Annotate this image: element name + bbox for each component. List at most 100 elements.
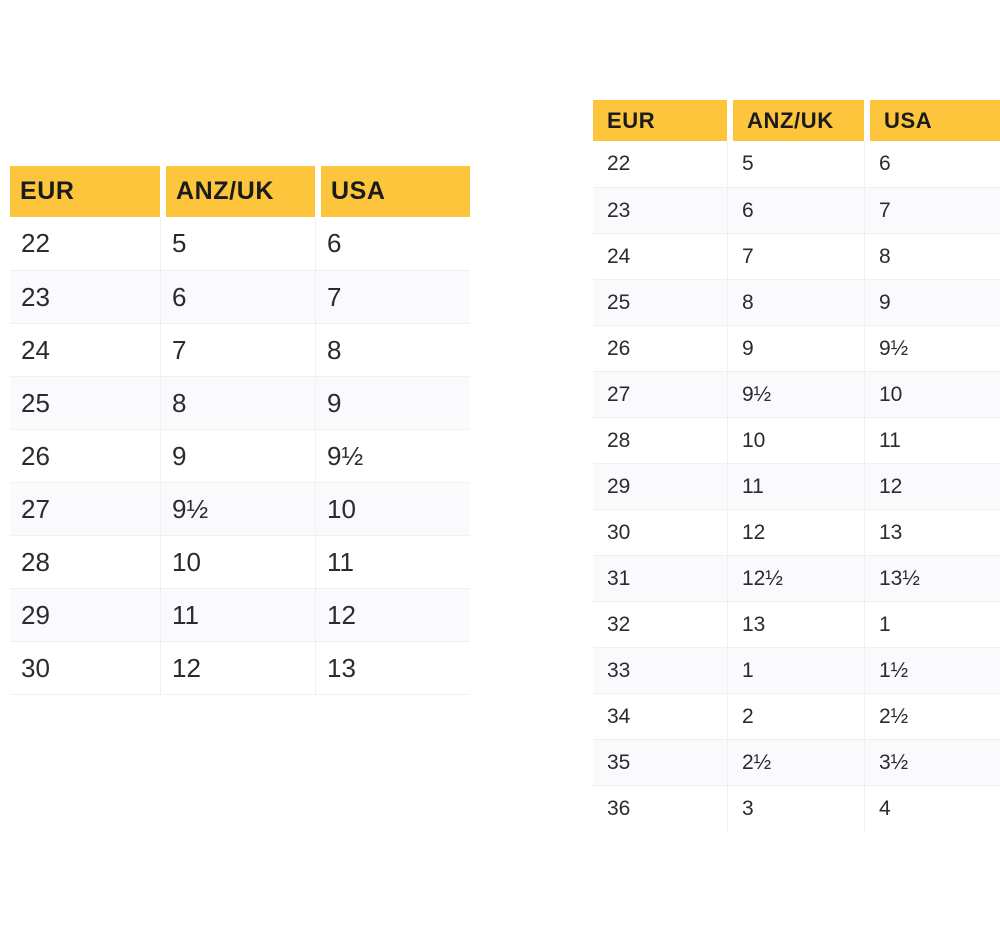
table-cell: 7 (727, 234, 864, 279)
table-row: 28 10 11 (10, 535, 470, 588)
table-cell: 9 (864, 280, 1000, 325)
table-cell: 10 (864, 372, 1000, 417)
table-cell: 23 (607, 198, 631, 222)
table-cell: 29 (607, 474, 631, 498)
table-cell: 9 (160, 430, 315, 482)
table-cell: 23 (21, 281, 50, 312)
table-cell: 22 (21, 228, 50, 258)
table-cell: 10 (315, 483, 470, 535)
table-row: 28 10 11 (593, 417, 1000, 463)
table-cell: 9 (315, 377, 470, 429)
table-cell: 34 (607, 704, 631, 728)
table-cell: 30 (21, 652, 50, 683)
table-cell: 12 (727, 510, 864, 555)
table-cell: 11 (864, 418, 1000, 463)
table-header-row: EUR ANZ/UK USA (10, 166, 470, 217)
table-cell: 9½ (727, 372, 864, 417)
table-cell: 8 (315, 324, 470, 376)
table-cell: 12 (315, 589, 470, 641)
table-row: 33 1 1½ (593, 647, 1000, 693)
table-cell: 35 (607, 750, 631, 774)
table-row: 26 9 9½ (10, 429, 470, 482)
table-row: 35 2½ 3½ (593, 739, 1000, 785)
table-cell: 7 (315, 271, 470, 323)
column-header-anz-uk: ANZ/UK (160, 166, 315, 217)
table-cell: 31 (607, 566, 631, 590)
table-cell: 2 (727, 694, 864, 739)
table-row: 24 7 8 (10, 323, 470, 376)
table-cell: 9½ (864, 326, 1000, 371)
table-cell: 13 (864, 510, 1000, 555)
table-header-row: EUR ANZ/UK USA (593, 100, 1000, 141)
table-cell: 25 (607, 290, 631, 314)
table-cell: 1 (864, 602, 1000, 647)
table-row: 25 8 9 (593, 279, 1000, 325)
table-cell: 26 (21, 440, 50, 471)
table-row: 29 11 12 (10, 588, 470, 641)
table-cell: 32 (607, 612, 631, 636)
table-cell: 5 (727, 141, 864, 187)
table-cell: 24 (607, 244, 631, 268)
table-cell: 7 (160, 324, 315, 376)
table-cell: 13 (727, 602, 864, 647)
column-header-eur: EUR (10, 166, 160, 217)
column-header-usa: USA (864, 100, 1000, 141)
table-body: 22 5 6 23 6 7 24 7 8 25 8 9 26 9 9½ 27 9½ 10 28 10 11 29 11 12 3… (10, 217, 470, 694)
table-row: 31 12½ 13½ (593, 555, 1000, 601)
table-row: 22 5 6 (10, 217, 470, 270)
table-cell: 6 (727, 188, 864, 233)
table-row: 23 6 7 (593, 187, 1000, 233)
table-row: 23 6 7 (10, 270, 470, 323)
table-cell: 6 (864, 141, 1000, 187)
table-cell: 1 (727, 648, 864, 693)
table-cell: 10 (160, 536, 315, 588)
table-row: 22 5 6 (593, 141, 1000, 187)
table-cell: 11 (315, 536, 470, 588)
table-cell: 28 (21, 546, 50, 577)
table-row: 32 13 1 (593, 601, 1000, 647)
table-cell: 36 (607, 796, 631, 820)
table-cell: 11 (160, 589, 315, 641)
table-cell: 33 (607, 658, 631, 682)
table-row: 29 11 12 (593, 463, 1000, 509)
column-header-eur: EUR (593, 100, 727, 141)
table-cell: 12 (160, 642, 315, 694)
size-table-left: EUR ANZ/UK USA 22 5 6 23 6 7 24 7 8 25 8 9 26 9 9½ 27 9½… (10, 166, 470, 695)
table-row: 26 9 9½ (593, 325, 1000, 371)
table-row: 30 12 13 (10, 641, 470, 694)
table-cell: 8 (864, 234, 1000, 279)
table-cell: 13½ (864, 556, 1000, 601)
table-cell: 24 (21, 334, 50, 365)
size-table-right: EUR ANZ/UK USA 22 5 6 23 6 7 24 7 8 25 8 9 26 9 9½ 27 9½… (593, 100, 1000, 831)
table-cell: 4 (864, 786, 1000, 831)
table-cell: 2½ (727, 740, 864, 785)
column-header-usa: USA (315, 166, 470, 217)
table-cell: 22 (607, 152, 631, 175)
table-row: 30 12 13 (593, 509, 1000, 555)
table-cell: 27 (607, 382, 631, 406)
table-cell: 12½ (727, 556, 864, 601)
table-row: 27 9½ 10 (593, 371, 1000, 417)
table-cell: 10 (727, 418, 864, 463)
table-cell: 13 (315, 642, 470, 694)
table-cell: 9½ (160, 483, 315, 535)
table-cell: 9 (727, 326, 864, 371)
table-row: 27 9½ 10 (10, 482, 470, 535)
table-cell: 27 (21, 493, 50, 524)
table-cell: 3 (727, 786, 864, 831)
table-cell: 28 (607, 428, 631, 452)
table-row: 25 8 9 (10, 376, 470, 429)
table-cell: 6 (160, 271, 315, 323)
table-body: 22 5 6 23 6 7 24 7 8 25 8 9 26 9 9½ 27 9½ 10 28 10 11 29 11 12 3… (593, 141, 1000, 831)
table-cell: 30 (607, 520, 631, 544)
table-cell: 6 (315, 217, 470, 270)
table-cell: 5 (160, 217, 315, 270)
table-cell: 8 (160, 377, 315, 429)
table-row: 36 3 4 (593, 785, 1000, 831)
table-cell: 7 (864, 188, 1000, 233)
table-cell: 12 (864, 464, 1000, 509)
table-row: 34 2 2½ (593, 693, 1000, 739)
table-cell: 29 (21, 599, 50, 630)
table-cell: 2½ (864, 694, 1000, 739)
table-cell: 1½ (864, 648, 1000, 693)
